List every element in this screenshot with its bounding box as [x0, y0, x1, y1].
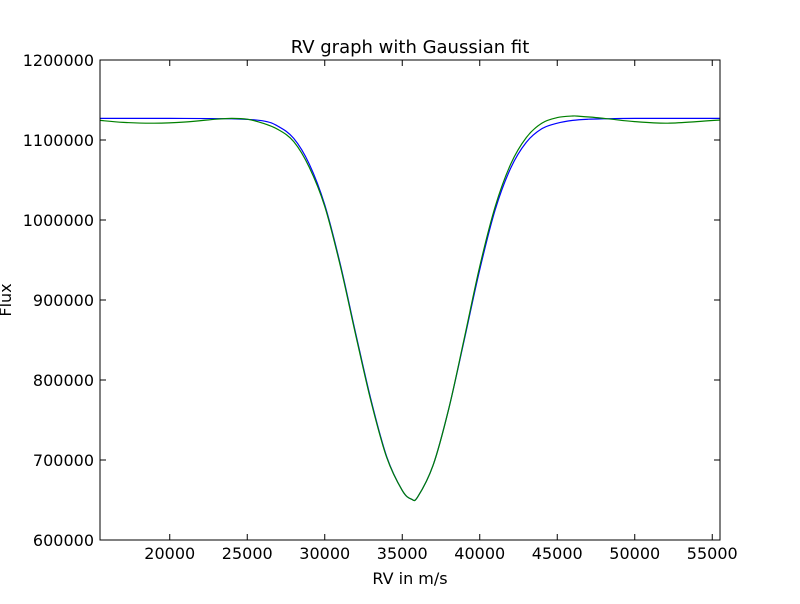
y-axis-label: Flux [0, 283, 15, 316]
x-axis-ticks: 20000 25000 30000 35000 40000 45000 50000 55000 [144, 60, 738, 563]
x-axis-label: RV in m/s [372, 569, 447, 588]
x-tick-label: 45000 [532, 544, 583, 563]
x-tick-label: 30000 [299, 544, 350, 563]
x-tick-label: 50000 [609, 544, 660, 563]
x-tick-label: 40000 [454, 544, 505, 563]
y-tick-label: 1100000 [23, 131, 94, 150]
x-tick-label: 25000 [222, 544, 273, 563]
y-tick-label: 700000 [33, 451, 94, 470]
series-layer [99, 115, 721, 502]
y-axis-ticks: 600000 700000 800000 900000 1000000 1100000 12… [23, 51, 720, 550]
plot-frame [99, 59, 721, 541]
y-tick-label: 600000 [33, 531, 94, 550]
y-tick-label: 900000 [33, 291, 94, 310]
x-tick-label: 55000 [687, 544, 738, 563]
x-tick-label: 35000 [377, 544, 428, 563]
series-line-2 [99, 115, 721, 502]
chart-title: RV graph with Gaussian fit [291, 37, 530, 58]
y-tick-label: 800000 [33, 371, 94, 390]
series-line-1 [99, 117, 721, 502]
y-tick-label: 1200000 [23, 51, 94, 70]
y-tick-label: 1000000 [23, 211, 94, 230]
x-tick-label: 20000 [144, 544, 195, 563]
